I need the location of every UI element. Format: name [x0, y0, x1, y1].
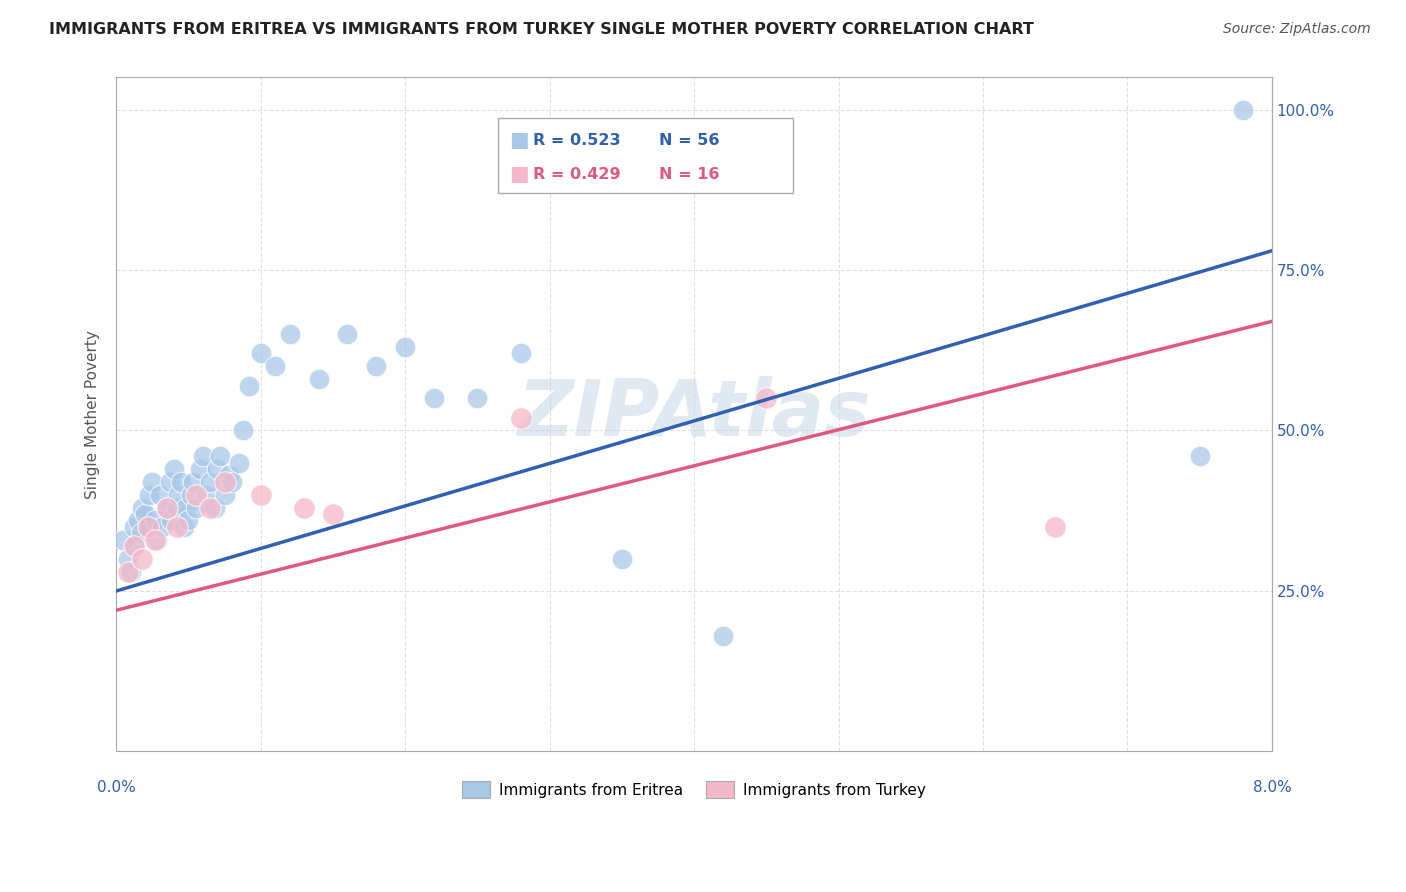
Point [249, 346, 271, 360]
Point [122, 539, 145, 553]
Text: ■: ■ [509, 164, 529, 185]
Point [173, 520, 195, 534]
Point [166, 500, 188, 515]
Point [141, 475, 163, 489]
Point [122, 520, 145, 534]
Text: R = 0.429: R = 0.429 [533, 167, 620, 182]
Point [170, 475, 193, 489]
Point [1188, 449, 1211, 463]
Point [152, 520, 174, 534]
Point [143, 513, 166, 527]
Text: Source: ZipAtlas.com: Source: ZipAtlas.com [1223, 22, 1371, 37]
Point [264, 359, 287, 374]
Point [610, 552, 633, 566]
Point [711, 629, 734, 643]
Point [159, 475, 181, 489]
Point [131, 552, 153, 566]
Point [249, 488, 271, 502]
Point [336, 327, 359, 342]
Text: 8.0%: 8.0% [1253, 780, 1291, 795]
Point [218, 468, 240, 483]
Point [143, 533, 166, 547]
Point [145, 533, 167, 547]
Point [184, 500, 207, 515]
Point [366, 359, 388, 374]
Point [124, 539, 146, 553]
Point [131, 500, 153, 515]
Point [188, 462, 211, 476]
Point [117, 552, 139, 566]
Point [136, 520, 159, 534]
Text: ■: ■ [509, 130, 529, 151]
Point [177, 513, 200, 527]
Point [136, 520, 159, 534]
Point [129, 526, 152, 541]
Point [394, 340, 416, 354]
Point [207, 462, 229, 476]
Point [127, 513, 149, 527]
Point [134, 507, 156, 521]
Text: ZIPAtlas: ZIPAtlas [517, 376, 870, 452]
Text: IMMIGRANTS FROM ERITREA VS IMMIGRANTS FROM TURKEY SINGLE MOTHER POVERTY CORRELAT: IMMIGRANTS FROM ERITREA VS IMMIGRANTS FR… [49, 22, 1033, 37]
Point [120, 565, 142, 579]
Point [191, 449, 214, 463]
Point [232, 424, 254, 438]
Point [322, 507, 344, 521]
Text: N = 56: N = 56 [659, 133, 720, 148]
Point [238, 378, 260, 392]
Point [149, 488, 172, 502]
Y-axis label: Single Mother Poverty: Single Mother Poverty [86, 330, 100, 499]
Point [160, 513, 183, 527]
Text: N = 16: N = 16 [659, 167, 720, 182]
Text: R = 0.523: R = 0.523 [533, 133, 620, 148]
Point [198, 475, 221, 489]
Point [755, 392, 778, 406]
Point [181, 475, 204, 489]
Point [1045, 520, 1067, 534]
Point [214, 475, 236, 489]
Point [509, 410, 531, 425]
Legend: Immigrants from Eritrea, Immigrants from Turkey: Immigrants from Eritrea, Immigrants from… [457, 774, 932, 805]
Point [204, 500, 226, 515]
Point [174, 500, 197, 515]
Point [467, 392, 489, 406]
Point [163, 462, 186, 476]
Point [423, 392, 446, 406]
Point [156, 500, 179, 515]
Text: 0.0%: 0.0% [97, 780, 135, 795]
Point [156, 500, 179, 515]
Point [292, 500, 315, 515]
Point [184, 488, 207, 502]
Point [194, 488, 217, 502]
Point [278, 327, 301, 342]
Point [167, 488, 190, 502]
Point [180, 488, 202, 502]
Point [209, 449, 232, 463]
Point [228, 456, 250, 470]
Point [1232, 103, 1254, 117]
Point [214, 488, 236, 502]
Point [117, 565, 139, 579]
Point [221, 475, 243, 489]
Point [138, 488, 160, 502]
Point [112, 533, 135, 547]
Point [308, 372, 330, 386]
Point [198, 500, 221, 515]
Point [509, 346, 531, 360]
Point [166, 520, 188, 534]
